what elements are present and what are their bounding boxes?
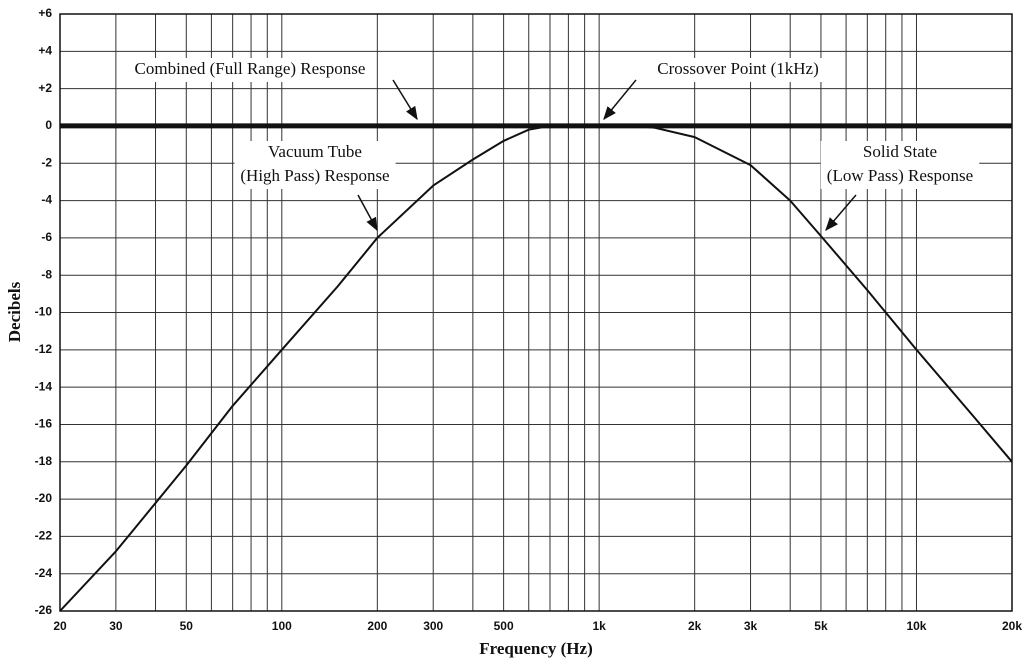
y-tick-label: -24 (35, 566, 53, 580)
x-axis-title: Frequency (Hz) (479, 639, 592, 658)
annotation-text: Solid State (863, 142, 937, 161)
y-tick-label: -8 (41, 267, 52, 281)
y-tick-label: +6 (38, 6, 52, 20)
x-tick-label: 5k (814, 619, 828, 633)
y-tick-label: -10 (35, 305, 53, 319)
x-tick-label: 200 (367, 619, 387, 633)
y-tick-label: -2 (41, 155, 52, 169)
x-tick-label: 300 (423, 619, 443, 633)
annotation-arrow (603, 79, 637, 121)
y-tick-label: -18 (35, 454, 53, 468)
annotation-arrow (357, 194, 378, 232)
annotation-arrow (825, 194, 857, 232)
plot-frame (59, 13, 1013, 612)
annotation-text: (Low Pass) Response (827, 166, 973, 185)
series-line (599, 124, 1013, 463)
y-tick-label: -6 (41, 230, 52, 244)
y-tick-label: -22 (35, 529, 53, 543)
annotation: Vacuum Tube (High Pass) Response (234, 141, 396, 232)
annotation-text: Vacuum Tube (268, 142, 362, 161)
x-tick-label: 3k (744, 619, 758, 633)
y-tick-label: -4 (41, 193, 52, 207)
annotation-bg (128, 58, 372, 82)
y-tick-label: 0 (45, 118, 52, 132)
y-axis-title: Decibels (5, 281, 24, 342)
y-tick-label: -20 (35, 491, 53, 505)
annotation: Crossover Point (1kHz) (603, 58, 825, 121)
y-tick-label: -12 (35, 342, 53, 356)
annotation-text: Crossover Point (1kHz) (657, 59, 818, 78)
x-tick-label: 20 (53, 619, 67, 633)
y-tick-label: -26 (35, 603, 53, 617)
x-tick-label: 2k (688, 619, 702, 633)
annotation: Combined (Full Range) Response (128, 58, 418, 121)
x-tick-label: 1k (592, 619, 606, 633)
annotation: Solid State (Low Pass) Response (820, 141, 980, 232)
annotation-bg (651, 58, 825, 82)
series-line (59, 124, 600, 612)
annotation-arrow (392, 79, 418, 121)
x-tick-label: 50 (180, 619, 194, 633)
annotation-text: Combined (Full Range) Response (135, 59, 366, 78)
annotation-text: (High Pass) Response (240, 166, 389, 185)
annotation-bg (234, 141, 396, 189)
x-tick-label: 10k (906, 619, 926, 633)
x-tick-label: 20k (1002, 619, 1022, 633)
y-tick-label: -16 (35, 417, 53, 431)
x-tick-label: 100 (272, 619, 292, 633)
x-tick-label: 30 (109, 619, 123, 633)
y-tick-label: -14 (35, 379, 53, 393)
annotation-bg (820, 141, 980, 189)
y-tick-label: +2 (38, 81, 52, 95)
x-tick-label: 500 (494, 619, 514, 633)
y-tick-label: +4 (38, 43, 52, 57)
